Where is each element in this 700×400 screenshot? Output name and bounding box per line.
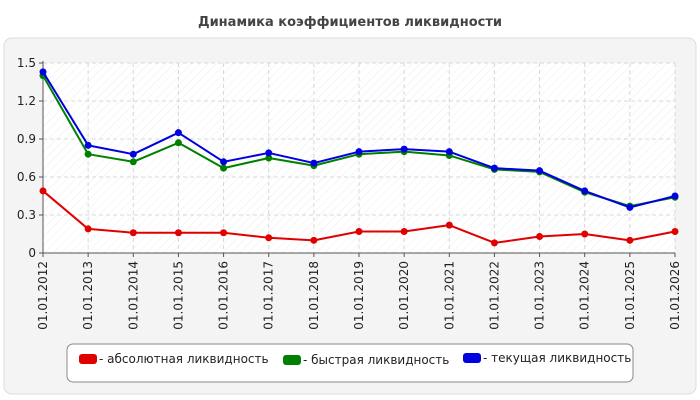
data-point xyxy=(400,227,408,235)
data-point xyxy=(445,221,453,229)
data-point xyxy=(626,203,634,211)
y-tick-label: 0.9 xyxy=(17,132,36,146)
legend-swatch xyxy=(79,354,97,364)
data-point xyxy=(536,167,544,175)
data-point xyxy=(310,236,318,244)
data-point xyxy=(490,239,498,247)
data-point xyxy=(129,158,137,166)
data-point xyxy=(220,164,228,172)
data-point xyxy=(129,229,137,237)
data-point xyxy=(265,149,273,157)
data-point xyxy=(220,229,228,237)
x-tick-label: 01.01.2017 xyxy=(262,261,276,330)
data-point xyxy=(671,227,679,235)
x-tick-label: 01.01.2026 xyxy=(668,261,682,330)
legend-box xyxy=(66,343,634,383)
legend-label: - абсолютная ликвидность xyxy=(99,352,269,366)
x-tick-label: 01.01.2024 xyxy=(578,261,592,330)
y-tick-label: 1.2 xyxy=(17,94,36,108)
data-point xyxy=(310,159,318,167)
y-tick-label: 1.5 xyxy=(17,56,36,70)
data-point xyxy=(490,164,498,172)
y-tick-label: 0 xyxy=(28,246,36,260)
x-tick-label: 01.01.2018 xyxy=(307,261,321,330)
x-tick-label: 01.01.2022 xyxy=(487,261,501,330)
data-point xyxy=(84,141,92,149)
x-tick-label: 01.01.2019 xyxy=(352,261,366,330)
y-tick-label: 0.3 xyxy=(17,208,36,222)
data-point xyxy=(536,233,544,241)
series-layer xyxy=(39,68,679,247)
data-point xyxy=(174,129,182,137)
data-point xyxy=(355,148,363,156)
axis-layer: 0 0.3 0.6 0.9 1.2 1.5 01.01.2012 01.01.2013 01.0… xyxy=(17,56,682,330)
data-point xyxy=(220,158,228,166)
data-point xyxy=(265,154,273,162)
x-tick-label: 01.01.2023 xyxy=(533,261,547,330)
x-tick-label: 01.01.2021 xyxy=(442,261,456,330)
data-point xyxy=(445,148,453,156)
x-tick-label: 01.01.2020 xyxy=(397,261,411,330)
grid-layer xyxy=(42,62,676,254)
x-tick-label: 01.01.2013 xyxy=(81,261,95,330)
legend-swatch xyxy=(283,355,301,365)
x-tick-label: 01.01.2025 xyxy=(623,261,637,330)
legend-label: - быстрая ликвидность xyxy=(303,353,449,367)
data-point xyxy=(39,68,47,76)
data-point xyxy=(581,187,589,195)
data-point xyxy=(174,229,182,237)
x-tick-label: 01.01.2016 xyxy=(217,261,231,330)
data-point xyxy=(355,227,363,235)
y-tick-label: 0.6 xyxy=(17,170,36,184)
data-point xyxy=(84,150,92,158)
data-point xyxy=(39,187,47,195)
data-point xyxy=(129,150,137,158)
data-point xyxy=(400,145,408,153)
data-point xyxy=(174,139,182,147)
x-tick-label: 01.01.2014 xyxy=(126,261,140,330)
legend-swatch xyxy=(463,353,481,363)
x-tick-label: 01.01.2015 xyxy=(171,261,185,330)
data-point xyxy=(265,234,273,242)
data-point xyxy=(581,230,589,238)
data-point xyxy=(626,236,634,244)
chart-title: Динамика коэффициентов ликвидности xyxy=(198,15,502,30)
legend: - абсолютная ликвидность - быстрая ликвид… xyxy=(66,343,634,383)
legend-label: - текущая ликвидность xyxy=(483,351,631,365)
x-tick-label: 01.01.2012 xyxy=(36,261,50,330)
data-point xyxy=(84,225,92,233)
data-point xyxy=(671,192,679,200)
